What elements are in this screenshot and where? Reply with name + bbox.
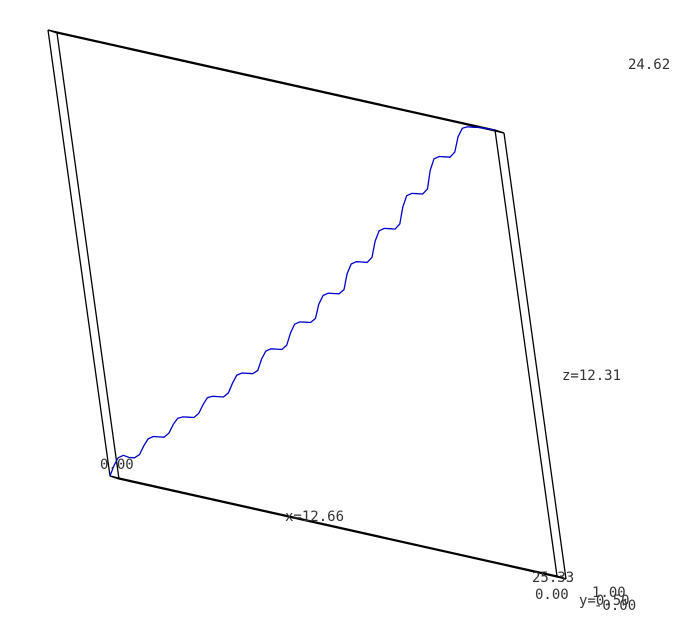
box-edge xyxy=(118,478,567,580)
y-axis-label: y=0.50 xyxy=(579,593,630,609)
z-max-label: 24.62 xyxy=(628,57,670,73)
y-max-label: 1.00 xyxy=(592,585,626,601)
y-min-label: 0.00 xyxy=(535,587,569,603)
box-edge xyxy=(503,132,567,580)
x-axis-label: x=12.66 xyxy=(285,509,344,525)
box-edge xyxy=(109,475,558,577)
z-axis-label: z=12.31 xyxy=(562,368,621,384)
bounding-box xyxy=(47,29,567,580)
series-line xyxy=(109,126,496,477)
axis-labels: 0.00 25.33 24.62 x=12.66 z=12.31 0.00 1.… xyxy=(100,57,670,614)
box-edge xyxy=(56,32,120,480)
box-edge xyxy=(109,475,120,480)
box-edge xyxy=(56,32,505,134)
box-edge xyxy=(47,29,111,477)
origin-label: 0.00 xyxy=(100,457,134,473)
box-edge xyxy=(494,129,558,577)
box-edge xyxy=(47,29,496,131)
x-max-label: 25.33 xyxy=(532,570,574,586)
box-edge xyxy=(47,29,58,34)
y-neg-label: -0.00 xyxy=(594,598,636,614)
